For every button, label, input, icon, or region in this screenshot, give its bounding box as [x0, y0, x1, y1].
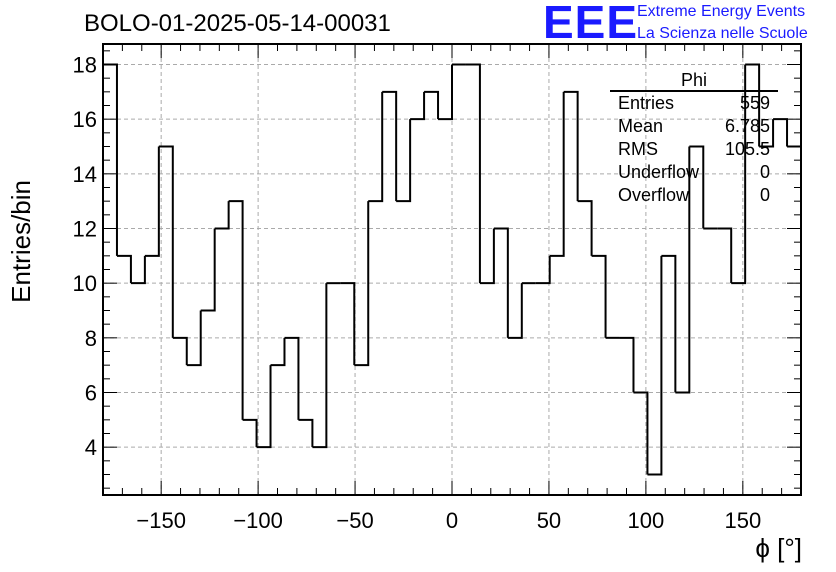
- stats-row-mean: Mean 6.785: [610, 115, 778, 138]
- y-tick-label: 12: [73, 217, 97, 242]
- histogram-bin: [270, 337, 286, 367]
- histogram-bin: [675, 146, 691, 394]
- histogram-bin: [535, 255, 551, 285]
- histogram-bin: [563, 90, 579, 202]
- stats-value: 105.5: [724, 139, 770, 159]
- x-tick-label: 50: [537, 508, 561, 533]
- stats-value: 0: [759, 162, 770, 182]
- stats-row-overflow: Overflow 0: [610, 184, 778, 207]
- histogram-bin: [368, 91, 384, 203]
- histogram-bin: [284, 336, 300, 420]
- eee-logo-line1: Extreme Energy Events: [637, 3, 806, 20]
- chart-title: BOLO-01-2025-05-14-00031: [84, 10, 391, 37]
- histogram-bin: [647, 255, 663, 476]
- histogram-bin: [186, 310, 202, 367]
- x-tick-label: 150: [724, 508, 761, 533]
- x-axis-label: ϕ [°]: [755, 533, 802, 563]
- histogram-bin: [340, 282, 356, 366]
- histogram-bin: [479, 228, 495, 285]
- y-tick-label: 14: [73, 162, 97, 187]
- stats-box: Phi Entries 559 Mean 6.785 RMS 105.5 Underf…: [610, 70, 778, 207]
- histogram-bin: [591, 254, 607, 338]
- eee-logo-line2: La Scienza nelle Scuole: [637, 25, 808, 42]
- x-tick-label: −100: [233, 508, 283, 533]
- histogram-bin: [228, 200, 244, 420]
- y-axis-label: Entries/bin: [6, 180, 36, 303]
- stats-row-entries: Entries 559: [610, 92, 778, 115]
- histogram-bin: [787, 145, 802, 495]
- histogram-bin: [745, 63, 761, 147]
- histogram-bin: [424, 90, 440, 120]
- histogram-bin: [102, 63, 118, 495]
- histogram-bin: [465, 63, 481, 284]
- y-tick-label: 10: [73, 271, 97, 296]
- histogram-bin: [130, 255, 146, 285]
- y-tick-label: 18: [73, 53, 97, 78]
- histogram-bin: [382, 90, 398, 202]
- histogram-bin: [438, 64, 453, 121]
- eee-logo: EEE: [543, 0, 639, 48]
- histogram-bin: [256, 365, 272, 449]
- histogram-bin: [116, 254, 132, 284]
- histogram-bin: [298, 418, 314, 448]
- x-tick-label: −150: [136, 508, 186, 533]
- histogram-bin: [493, 227, 509, 338]
- histogram-bin: [200, 228, 216, 312]
- histogram-bin: [661, 254, 677, 393]
- stats-label: RMS: [618, 139, 658, 159]
- histogram-bin: [242, 418, 258, 448]
- histogram-bin: [759, 119, 775, 148]
- stats-value: 0: [759, 185, 770, 205]
- histogram-bin: [158, 145, 174, 338]
- histogram-bin: [549, 91, 565, 257]
- histogram-bin: [577, 200, 593, 256]
- stats-label: Overflow: [618, 185, 690, 205]
- stats-label: Mean: [618, 116, 664, 136]
- y-tick-label: 4: [85, 435, 97, 460]
- histogram-bin: [312, 283, 328, 449]
- histogram-bin: [633, 391, 649, 475]
- histogram-bin: [731, 64, 747, 285]
- histogram-bin: [354, 201, 370, 367]
- histogram-bin: [214, 201, 230, 230]
- stats-title: Phi: [610, 70, 778, 92]
- histogram-bin: [396, 119, 412, 203]
- x-tick-label: −50: [336, 508, 373, 533]
- stats-value: 6.785: [724, 116, 770, 136]
- stats-label: Underflow: [618, 162, 700, 182]
- histogram-bin: [410, 91, 426, 121]
- histogram-bin: [144, 146, 160, 257]
- stats-row-rms: RMS 105.5: [610, 138, 778, 161]
- stats-row-underflow: Underflow 0: [610, 161, 778, 184]
- stats-value: 559: [739, 93, 770, 113]
- y-tick-label: 16: [73, 107, 97, 132]
- histogram-bin: [172, 336, 188, 366]
- histogram-bin: [619, 336, 635, 393]
- stats-label: Entries: [618, 93, 675, 113]
- histogram-bin: [507, 283, 523, 339]
- x-tick-label: 100: [628, 508, 665, 533]
- y-tick-label: 6: [85, 381, 97, 406]
- histogram-bin: [717, 227, 733, 284]
- y-tick-label: 8: [85, 326, 97, 351]
- x-tick-label: 0: [446, 508, 458, 533]
- histogram-bin: [689, 145, 705, 229]
